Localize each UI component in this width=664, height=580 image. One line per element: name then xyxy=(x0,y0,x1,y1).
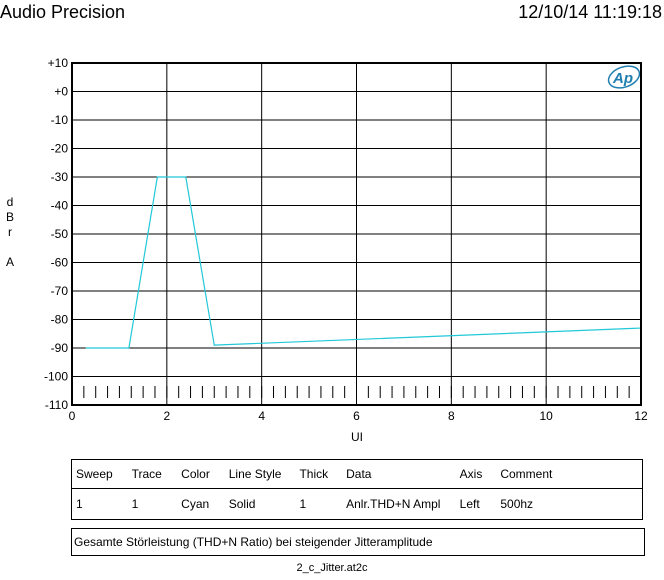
y-axis-label-char: B xyxy=(5,210,14,224)
chart-ticks xyxy=(71,386,642,398)
y-tick-label: -30 xyxy=(51,170,69,184)
x-tick-label: 8 xyxy=(448,409,455,423)
filename: 2_c_Jitter.at2c xyxy=(296,562,368,574)
legend-data-row: 1 1 Cyan Solid 1 Anlr.THD+N Ampl Left 500hz xyxy=(71,488,643,520)
y-tick-label: -70 xyxy=(51,284,69,298)
y-tick-label: +10 xyxy=(48,56,69,70)
legend-header-cell: Comment xyxy=(500,467,553,481)
legend-header-cell: Trace xyxy=(131,467,162,481)
timestamp: 12/10/14 11:19:18 xyxy=(518,2,662,22)
x-axis-tick-labels: 0 2 4 6 8 10 12 xyxy=(69,409,648,423)
legend-cell: 1 xyxy=(71,488,128,520)
legend-header-row: Sweep Trace Color Line Style Thick Data Axis Co… xyxy=(72,460,643,489)
data-point xyxy=(156,176,158,178)
y-tick-label: -110 xyxy=(45,398,68,412)
ap-logo-text: Ap xyxy=(612,70,633,87)
legend-cell: 500hz xyxy=(496,488,643,520)
y-tick-label: -50 xyxy=(51,227,69,241)
y-tick-label: -20 xyxy=(51,142,69,156)
legend-cell: 1 xyxy=(127,488,178,520)
x-tick-label: 2 xyxy=(163,409,170,423)
chart: +10 +0 -10 -20 -30 -40 -50 -60 -70 -80 -90 -100 -110… xyxy=(44,56,648,423)
y-axis-label-char: r xyxy=(8,225,12,239)
legend-header-cell: Line Style xyxy=(228,467,282,481)
data-point xyxy=(128,347,130,349)
legend-header-cell: Thick xyxy=(299,467,329,481)
data-point xyxy=(213,344,215,346)
chart-grid xyxy=(71,62,642,406)
y-axis-tick-labels: +10 +0 -10 -20 -30 -40 -50 -60 -70 -80 -90 -100 -110 xyxy=(44,56,68,412)
y-tick-label: -100 xyxy=(44,370,68,384)
legend-header-cell: Sweep xyxy=(76,467,113,481)
description-note: Gesamte Störleistung (THD+N Ratio) bei s… xyxy=(71,528,645,556)
y-tick-label: +0 xyxy=(54,85,68,99)
y-tick-label: -90 xyxy=(51,341,69,355)
legend-cell: Anlr.THD+N Ampl xyxy=(342,488,456,520)
y-tick-label: -40 xyxy=(51,199,69,213)
legend-cell: Left xyxy=(455,488,497,520)
x-tick-label: 6 xyxy=(353,409,360,423)
x-tick-label: 0 xyxy=(69,409,76,423)
y-axis-label-char: A xyxy=(5,255,14,269)
series-line xyxy=(86,176,642,349)
legend-cell: Solid xyxy=(224,488,296,520)
data-point xyxy=(185,176,187,178)
data-point xyxy=(85,347,87,349)
legend-cell: Cyan xyxy=(177,488,225,520)
x-axis-label: UI xyxy=(351,430,363,444)
legend-table: Sweep Trace Color Line Style Thick Data Axis Co… xyxy=(71,459,643,520)
x-tick-label: 10 xyxy=(539,409,553,423)
x-tick-label: 12 xyxy=(634,409,648,423)
y-tick-label: -60 xyxy=(51,256,69,270)
legend-header-cell: Axis xyxy=(459,467,483,481)
y-tick-label: -80 xyxy=(51,313,69,327)
x-tick-label: 4 xyxy=(258,409,265,423)
legend-header-cell: Color xyxy=(181,467,210,481)
ap-logo: Ap xyxy=(607,65,641,89)
legend-cell: 1 xyxy=(295,488,343,520)
legend-header-cell: Data xyxy=(346,467,372,481)
app-title: Audio Precision xyxy=(0,2,126,22)
plot-frame xyxy=(71,62,642,406)
y-axis-label-char: d xyxy=(6,195,14,209)
y-tick-label: -10 xyxy=(51,113,69,127)
